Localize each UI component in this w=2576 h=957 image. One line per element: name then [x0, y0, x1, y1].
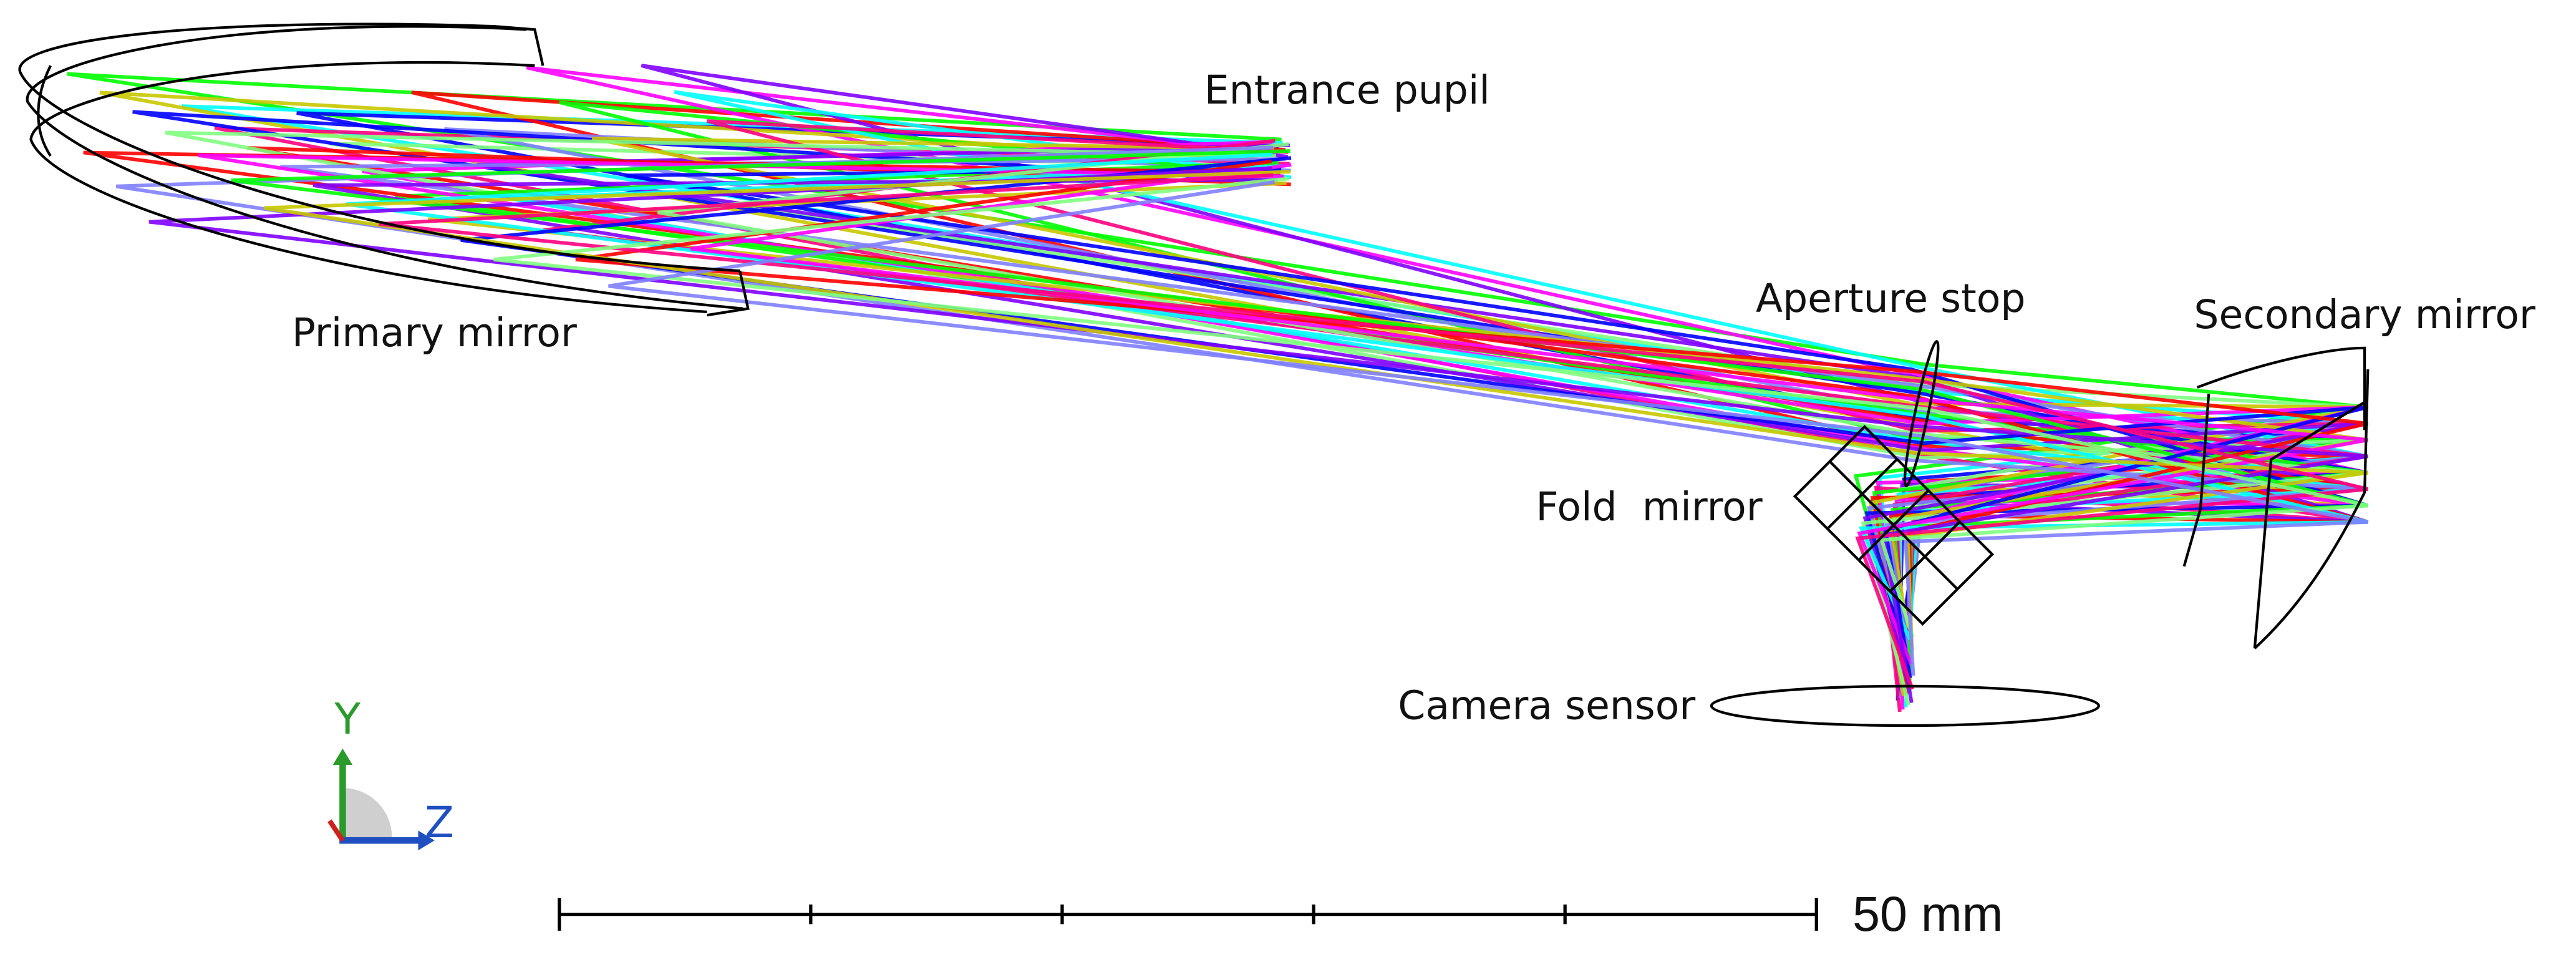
- label: Entrance pupil: [1204, 67, 1490, 113]
- axis-triad: Y Z: [327, 695, 454, 850]
- label: Camera sensor: [1398, 682, 1695, 728]
- ray: [690, 163, 2368, 666]
- label: Fold mirror: [1536, 483, 1762, 530]
- axis-label: Y: [334, 695, 361, 744]
- aperture-stop: [1903, 340, 1940, 488]
- ray: [66, 72, 2368, 624]
- axis-label: Z: [425, 799, 454, 848]
- scale-bar: [558, 898, 1818, 931]
- ray: [493, 177, 2368, 638]
- camera-sensor: [1710, 684, 2100, 727]
- rays: [66, 64, 2369, 712]
- scale-label: 50 mm: [1852, 887, 2003, 941]
- secondary-mirror: [2182, 346, 2370, 649]
- label: Primary mirror: [292, 309, 577, 356]
- ray: [182, 104, 2368, 663]
- label: Aperture stop: [1756, 275, 2026, 321]
- ray: [460, 156, 2369, 679]
- primary-mirror: [18, 22, 750, 317]
- ray: [346, 152, 2369, 641]
- label: Secondary mirror: [2194, 291, 2535, 338]
- fold-mirror: [1793, 424, 1995, 626]
- ray: [379, 173, 2369, 690]
